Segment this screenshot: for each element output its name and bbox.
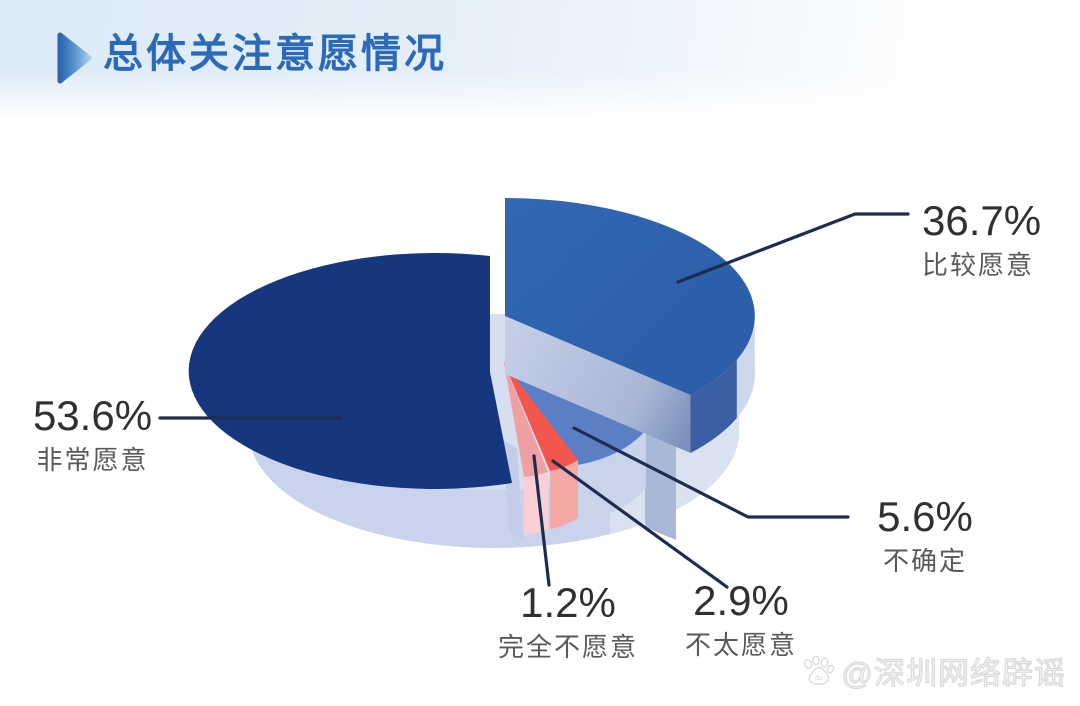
- callout-somewhat-willing-pct: 36.7%: [922, 197, 1042, 244]
- callout-very-willing-pct: 53.6%: [32, 392, 153, 439]
- callout-unwilling-pct: 1.2%: [520, 579, 616, 626]
- callout-very-willing: 53.6% 非常愿意: [20, 392, 165, 475]
- callout-somewhat-willing-label: 比较愿意: [922, 250, 1035, 280]
- leader-line-somewhat-willing: [676, 212, 910, 284]
- callout-unsure-pct: 5.6%: [877, 493, 973, 540]
- pie-slice-rather-not-wall: [550, 460, 578, 529]
- pie-slice-somewhat-willing-cut-wall: [505, 316, 691, 453]
- callout-rather-not-pct: 2.9%: [693, 577, 789, 624]
- section-header: 总体关注意愿情况: [0, 0, 1080, 116]
- pie-slice-somewhat-willing-top: [505, 198, 755, 395]
- page-title: 总体关注意愿情况: [103, 32, 447, 76]
- callout-unwilling: 1.2% 完全不愿意: [478, 579, 658, 662]
- pie-slice-unwilling-top: [504, 363, 548, 477]
- callout-unsure: 5.6% 不确定: [845, 493, 1005, 576]
- pie-slice-rather-not-top: [504, 363, 578, 471]
- callout-rather-not-label: 不太愿意: [684, 630, 797, 660]
- pie-slice-unsure-wall: [572, 430, 646, 524]
- pie-slice-very-willing-top: [188, 252, 513, 489]
- leader-line-unwilling: [532, 454, 551, 587]
- leader-line-rather-not: [551, 459, 729, 589]
- callout-somewhat-willing: 36.7% 比较愿意: [922, 197, 1077, 280]
- callout-very-willing-label: 非常愿意: [36, 445, 149, 475]
- callout-unwilling-label: 完全不愿意: [497, 632, 638, 662]
- header-fade: [0, 70, 1080, 116]
- leader-line-unsure: [572, 426, 850, 519]
- pie-slice-somewhat-willing-rim-dark: [690, 360, 737, 453]
- callout-unsure-label: 不确定: [882, 546, 967, 576]
- callout-rather-not: 2.9% 不太愿意: [651, 577, 831, 660]
- chevron-right-icon: [57, 32, 92, 84]
